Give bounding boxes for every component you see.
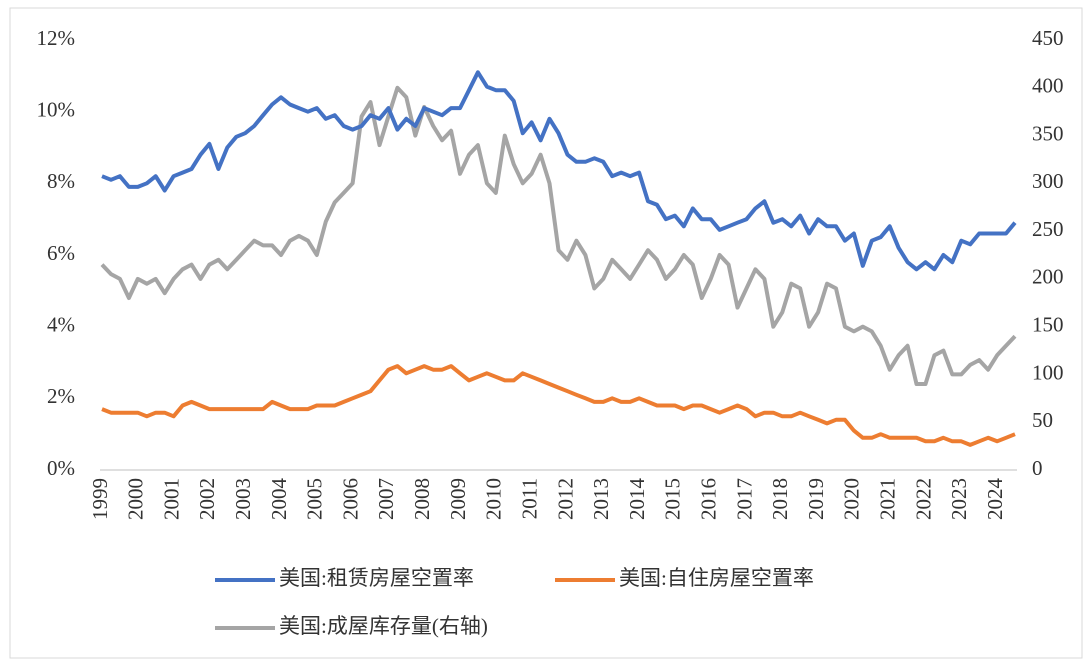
- y2-tick-label: 450: [1032, 26, 1064, 50]
- x-tick-label: 2006: [338, 478, 362, 520]
- x-tick-label: 2013: [589, 478, 613, 520]
- y2-tick-label: 300: [1032, 169, 1064, 193]
- x-tick-label: 2023: [947, 478, 971, 520]
- x-tick-label: 2004: [267, 478, 291, 521]
- y2-tick-label: 250: [1032, 217, 1064, 241]
- x-tick-label: 2010: [482, 478, 506, 520]
- series-line: [101, 70, 1017, 272]
- x-tick-label: 2008: [410, 478, 434, 520]
- x-tick-label: 2020: [840, 478, 864, 520]
- x-tick-label: 2003: [231, 478, 255, 520]
- y-tick-label: 2%: [47, 384, 75, 408]
- y2-tick-label: 200: [1032, 265, 1064, 289]
- x-tick-label: 2016: [696, 478, 720, 520]
- y2-tick-label: 100: [1032, 360, 1064, 384]
- x-tick-label: 2002: [195, 478, 219, 520]
- series-line: [101, 364, 1016, 447]
- x-tick-label: 2018: [768, 478, 792, 520]
- x-tick-label: 2014: [625, 478, 649, 521]
- y2-tick-label: 0: [1032, 456, 1043, 480]
- x-tick-label: 2012: [553, 478, 577, 520]
- x-tick-label: 2005: [303, 478, 327, 520]
- series-line: [100, 85, 1017, 386]
- x-tick-label: 1999: [88, 478, 112, 520]
- y2-tick-label: 350: [1032, 121, 1064, 145]
- y-tick-label: 10%: [37, 97, 76, 121]
- legend-label: 美国:自住房屋空置率: [619, 566, 814, 590]
- x-tick-label: 2001: [159, 478, 183, 520]
- x-tick-label: 2017: [732, 478, 756, 520]
- x-tick-label: 2011: [517, 478, 541, 519]
- y2-tick-label: 150: [1032, 312, 1064, 336]
- x-tick-label: 2024: [983, 478, 1007, 521]
- x-tick-label: 2015: [661, 478, 685, 520]
- chart-border: [9, 7, 1083, 659]
- x-tick-label: 2021: [875, 478, 899, 520]
- x-tick-label: 2022: [911, 478, 935, 520]
- x-tick-label: 2000: [124, 478, 148, 520]
- x-tick-label: 2019: [804, 478, 828, 520]
- y-tick-label: 12%: [37, 26, 76, 50]
- y-tick-label: 4%: [47, 312, 75, 336]
- x-tick-label: 2007: [374, 478, 398, 520]
- legend-label: 美国:成屋库存量(右轴): [279, 614, 488, 638]
- y2-tick-label: 400: [1032, 74, 1064, 98]
- y-tick-label: 8%: [47, 169, 75, 193]
- y2-tick-label: 50: [1032, 408, 1053, 432]
- x-tick-label: 2009: [446, 478, 470, 520]
- y-tick-label: 0%: [47, 456, 75, 480]
- legend-label: 美国:租赁房屋空置率: [279, 566, 474, 590]
- y-tick-label: 6%: [47, 241, 75, 265]
